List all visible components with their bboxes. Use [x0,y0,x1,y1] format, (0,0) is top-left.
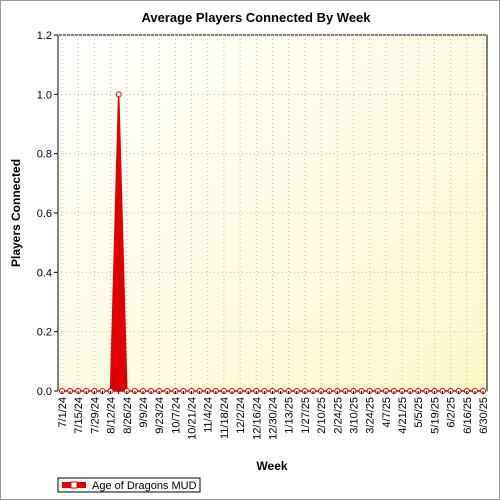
x-tick-label: 6/30/25 [478,397,490,434]
x-tick-label: 5/5/25 [413,397,425,428]
legend-label: Age of Dragons MUD [92,480,197,492]
y-tick-label: 0.2 [37,327,52,339]
x-tick-label: 7/29/24 [89,397,101,434]
y-axis-label: Players Connected [9,159,23,267]
x-tick-label: 11/4/24 [203,397,215,433]
x-tick-label: 5/19/25 [429,397,441,434]
x-tick-label: 2/10/25 [316,397,328,434]
x-tick-label: 11/18/24 [219,397,231,439]
y-tick-label: 1.0 [37,89,52,101]
x-tick-label: 2/24/25 [332,397,344,434]
x-tick-label: 9/9/24 [138,397,150,428]
x-tick-label: 10/7/24 [170,397,182,434]
x-tick-label: 7/15/24 [73,397,85,434]
x-tick-label: 6/2/25 [446,397,458,428]
x-tick-label: 12/2/24 [235,397,247,434]
x-tick-label: 12/16/24 [251,397,263,440]
x-tick-label: 3/24/25 [365,397,377,434]
x-tick-label: 3/10/25 [348,397,360,434]
x-tick-label: 9/23/24 [154,397,166,434]
y-tick-label: 0.8 [37,149,52,161]
x-tick-label: 6/16/25 [462,397,474,434]
x-tick-label: 10/21/24 [187,397,199,440]
x-tick-label: 12/30/24 [268,397,280,440]
x-tick-label: 4/21/25 [397,397,409,434]
marker [115,91,122,98]
y-tick-label: 0.6 [37,208,52,220]
x-tick-label: 8/12/24 [106,397,118,434]
legend-marker [70,481,78,489]
y-tick-label: 0.4 [37,267,52,279]
x-tick-label: 8/26/24 [122,397,134,434]
x-tick-label: 4/7/25 [381,397,393,428]
y-tick-label: 1.2 [37,30,52,42]
x-axis-label: Week [256,459,287,473]
chart-title: Average Players Connected By Week [141,10,371,25]
x-tick-label: 7/1/24 [57,397,69,428]
legend-box [57,477,201,493]
x-tick-label: 1/27/25 [300,397,312,434]
y-tick-label: 0.0 [37,386,52,398]
x-tick-label: 1/13/25 [284,397,296,434]
